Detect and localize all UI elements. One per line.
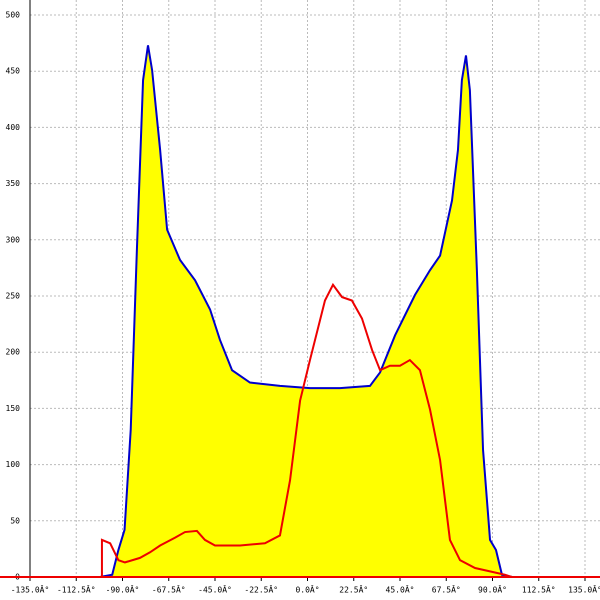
x-tick-label: 22.5Â° (339, 584, 368, 595)
x-tick-label: 45.0Â° (386, 584, 415, 595)
y-tick-label: 400 (6, 123, 21, 132)
x-tick-label: 90.0Â° (478, 584, 507, 595)
area-fill (99, 45, 513, 577)
x-tick-label: 67.5Â° (432, 584, 461, 595)
y-tick-label: 100 (6, 460, 21, 469)
y-tick-label: 150 (6, 404, 21, 413)
x-tick-label: -90.0Â° (106, 584, 140, 595)
y-tick-label: 500 (6, 11, 21, 20)
x-tick-label: 135.0Â° (568, 584, 600, 595)
y-tick-label: 300 (6, 235, 21, 244)
x-tick-label: -112.5Â° (57, 584, 96, 595)
x-tick-label: -135.0Â° (11, 584, 50, 595)
y-tick-label: 350 (6, 179, 21, 188)
series-line (100, 282, 513, 578)
y-tick-label: 250 (6, 292, 21, 301)
x-tick-label: -22.5Â° (244, 584, 278, 595)
y-tick-label: 450 (6, 67, 21, 76)
x-tick-label: 112.5Â° (522, 584, 556, 595)
x-tick-label: -67.5Â° (152, 584, 186, 595)
y-tick-label: 50 (10, 516, 20, 525)
series-line (99, 45, 513, 578)
x-tick-label: 0.0Â° (295, 584, 319, 595)
y-tick-label: 200 (6, 348, 21, 357)
x-tick-label: -45.0Â° (198, 584, 232, 595)
